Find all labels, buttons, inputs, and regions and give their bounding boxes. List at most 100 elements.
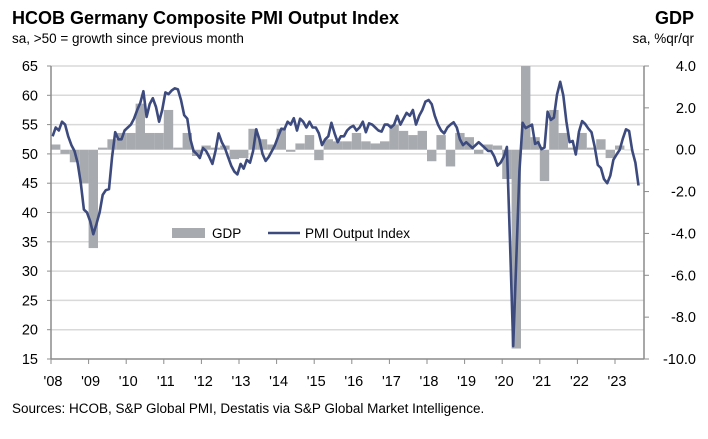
legend: GDP PMI Output Index xyxy=(172,226,410,241)
left-tick-label: 15 xyxy=(22,352,38,368)
x-tick-label: '20 xyxy=(495,374,514,390)
gdp-bar xyxy=(370,143,380,150)
gdp-bar xyxy=(549,109,559,150)
gdp-bar xyxy=(624,149,634,151)
x-tick-label: '10 xyxy=(119,374,138,390)
gdp-bar xyxy=(182,132,192,150)
legend-pmi-label: PMI Output Index xyxy=(305,226,410,241)
gdp-bar xyxy=(257,139,268,150)
right-axis-subtitle: sa, %qr/qr xyxy=(632,31,694,46)
x-tick-label: '13 xyxy=(232,374,251,390)
gdp-bar xyxy=(323,139,333,150)
sources-note: Sources: HCOB, S&P Global PMI, Destatis … xyxy=(12,401,484,416)
gdp-bar xyxy=(351,132,362,150)
legend-gdp-swatch xyxy=(172,228,205,238)
gdp-bar xyxy=(445,149,456,167)
gdp-bar xyxy=(398,130,409,150)
gdp-bar xyxy=(417,130,427,150)
chart-title: HCOB Germany Composite PMI Output Index xyxy=(12,8,399,28)
x-tick-label: '12 xyxy=(194,374,213,390)
legend-gdp-label: GDP xyxy=(212,226,241,241)
gdp-bar xyxy=(408,135,418,150)
left-axis-ticks: 65 60 55 50 45 40 35 30 25 20 15 xyxy=(22,59,51,368)
pmi-line xyxy=(51,80,640,348)
gdp-bar xyxy=(154,132,164,150)
x-tick-label: '18 xyxy=(420,374,439,390)
chart-subtitle: sa, >50 = growth since previous month xyxy=(12,31,244,46)
gdp-bar xyxy=(239,149,249,159)
left-tick-label: 20 xyxy=(22,323,38,339)
left-tick-label: 40 xyxy=(22,206,38,222)
gdp-bar xyxy=(605,149,615,159)
left-tick-label: 60 xyxy=(22,88,38,104)
gdp-bar xyxy=(229,149,239,160)
gdp-bar xyxy=(88,149,98,249)
gdp-bar xyxy=(295,143,305,150)
gdp-bar xyxy=(135,103,145,150)
gdp-bar xyxy=(474,149,484,154)
x-tick-label: '22 xyxy=(570,374,589,390)
left-tick-label: 35 xyxy=(22,235,38,251)
x-tick-label: '23 xyxy=(608,374,627,390)
left-tick-label: 45 xyxy=(22,176,38,192)
gdp-bar xyxy=(568,147,578,150)
gdp-bar xyxy=(276,128,286,150)
x-tick-label: '14 xyxy=(269,374,288,390)
gdp-bar xyxy=(145,132,155,150)
x-axis-ticks: '08 '09 '10 '11 '12 '13 '14 '15 '16 '17 '18 '19 '20 '… xyxy=(44,359,627,390)
gdp-bar xyxy=(333,141,343,150)
gdp-bar xyxy=(389,124,399,150)
gdp-bar xyxy=(436,135,446,150)
gdp-bar xyxy=(492,145,503,150)
gdp-bar xyxy=(98,147,108,150)
gdp-bar xyxy=(116,132,127,150)
gdp-bar xyxy=(558,132,568,150)
gridlines xyxy=(51,65,644,331)
right-tick-label: -8.0 xyxy=(671,310,696,326)
gdp-bar xyxy=(267,144,277,150)
gdp-bar xyxy=(361,141,371,150)
gdp-bar xyxy=(586,147,597,150)
x-tick-label: '15 xyxy=(307,374,326,390)
x-tick-label: '17 xyxy=(382,374,401,390)
x-tick-label: '11 xyxy=(157,374,175,390)
right-tick-label: 0.0 xyxy=(676,143,696,159)
gdp-bar xyxy=(60,149,70,154)
left-tick-label: 25 xyxy=(22,293,38,309)
left-tick-label: 65 xyxy=(22,59,38,75)
x-tick-label: '08 xyxy=(44,374,63,390)
gdp-bar xyxy=(521,66,531,150)
right-axis-ticks: 4.0 2.0 0.0 -2.0 -4.0 -6.0 -8.0 -10.0 xyxy=(644,59,696,368)
gdp-bar xyxy=(79,149,89,184)
gdp-bar xyxy=(126,132,136,150)
right-tick-label: 2.0 xyxy=(676,101,696,117)
gdp-bar xyxy=(380,141,390,150)
gdp-bar xyxy=(483,144,493,150)
gdp-bar xyxy=(596,139,606,150)
right-axis-title: GDP xyxy=(655,8,694,28)
right-tick-label: -6.0 xyxy=(671,268,696,284)
gdp-bar xyxy=(577,132,587,150)
gdp-bar xyxy=(51,144,61,150)
gdp-bar xyxy=(173,147,183,150)
right-tick-label: -10.0 xyxy=(663,352,696,368)
right-tick-label: 4.0 xyxy=(676,59,696,75)
x-tick-label: '09 xyxy=(81,374,100,390)
gdp-bar xyxy=(286,149,296,152)
right-tick-label: -4.0 xyxy=(671,226,696,242)
x-tick-label: '16 xyxy=(344,374,363,390)
left-tick-label: 30 xyxy=(22,264,38,280)
gdp-bar xyxy=(107,139,117,150)
gdp-bar xyxy=(342,141,352,150)
gdp-bar xyxy=(314,149,324,161)
right-tick-label: -2.0 xyxy=(671,185,696,201)
left-tick-label: 50 xyxy=(22,147,38,163)
x-tick-label: '19 xyxy=(457,374,476,390)
left-tick-label: 55 xyxy=(22,118,38,134)
gdp-bar xyxy=(201,145,211,150)
gdp-bar xyxy=(248,128,258,150)
gdp-bar xyxy=(304,135,315,150)
gdp-bar xyxy=(427,149,437,162)
gdp-bar xyxy=(163,109,174,150)
